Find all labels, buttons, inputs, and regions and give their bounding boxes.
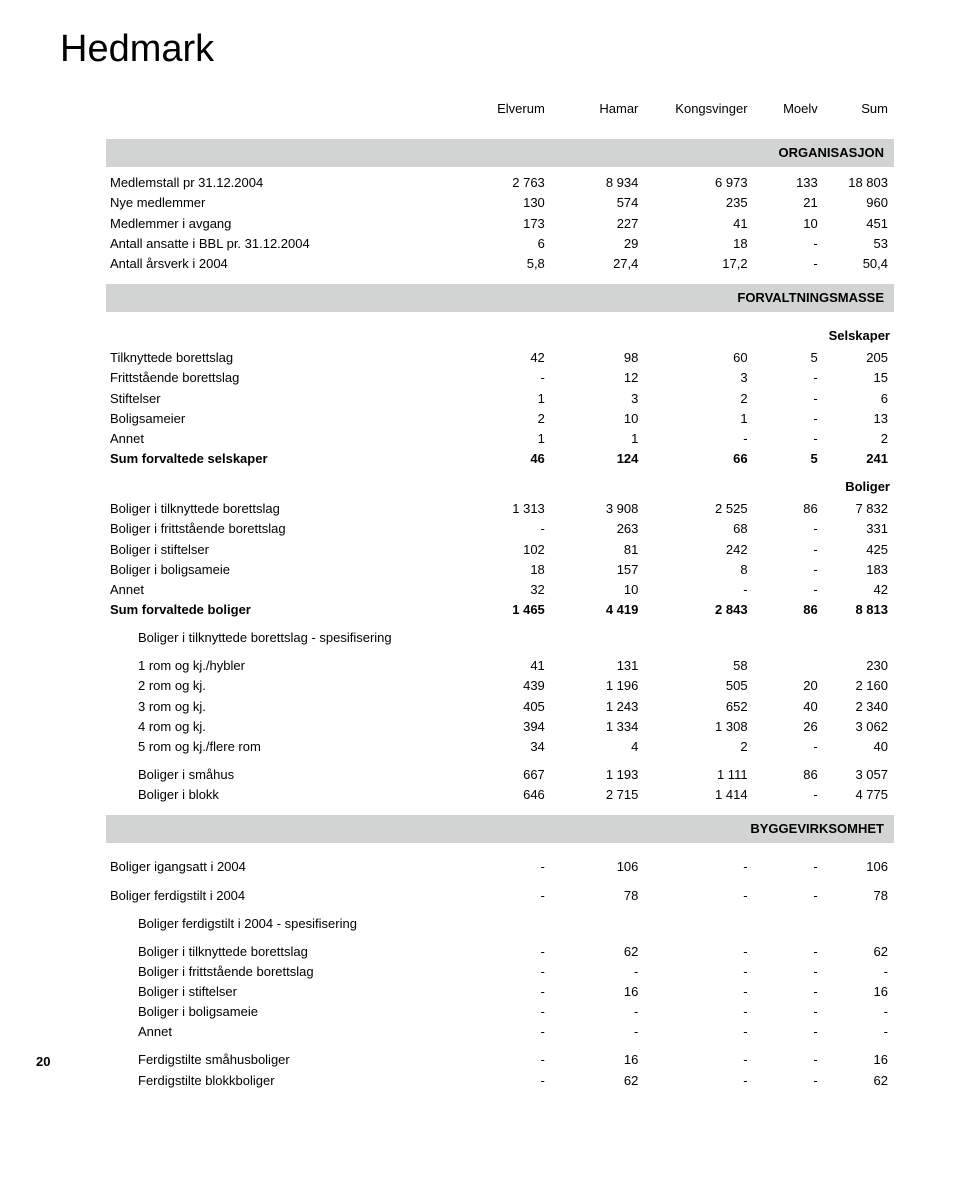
table-row: Boliger i frittstående borettslag-26368-…: [110, 519, 890, 539]
page-title: Hedmark: [60, 28, 890, 71]
table-row-sum: Sum forvaltede boliger1 4654 4192 843868…: [110, 600, 890, 620]
section-byggevirksomhet: BYGGEVIRKSOMHET: [106, 815, 894, 843]
table-row: Boliger i stiftelser-16--16: [110, 982, 890, 1002]
table-row: Antall årsverk i 20045,827,417,2-50,4: [110, 254, 890, 274]
col-moelv: Moelv: [750, 99, 820, 129]
subheading-selskaper: Selskaper: [110, 318, 890, 348]
table-row: Boliger i tilknyttede borettslag-62--62: [110, 942, 890, 962]
subheading-boliger: Boliger: [110, 469, 890, 499]
table-row: Frittstående borettslag-123-15: [110, 368, 890, 388]
section-organisasjon: ORGANISASJON: [106, 139, 894, 167]
col-sum: Sum: [820, 99, 890, 129]
table-row: Medlemmer i avgang1732274110451: [110, 214, 890, 234]
data-table: Elverum Hamar Kongsvinger Moelv Sum ORGA…: [110, 99, 890, 1091]
table-row: Tilknyttede borettslag4298605205: [110, 348, 890, 368]
table-row: Ferdigstilte blokkboliger-62--62: [110, 1071, 890, 1091]
table-row: 3 rom og kj.4051 243652402 340: [110, 697, 890, 717]
table-row: 1 rom og kj./hybler4113158230: [110, 656, 890, 676]
table-row: Annet11--2: [110, 429, 890, 449]
col-elverum: Elverum: [453, 99, 547, 129]
table-row: Annet3210--42: [110, 580, 890, 600]
table-row: Annet-----: [110, 1022, 890, 1042]
table-row: Boliger igangsatt i 2004-106--106: [110, 857, 890, 877]
table-row: Boliger i boligsameie181578-183: [110, 560, 890, 580]
table-row: 5 rom og kj./flere rom3442-40: [110, 737, 890, 757]
page-number: 20: [36, 1054, 50, 1069]
subheading-spes-ferdigstilt: Boliger ferdigstilt i 2004 - spesifiseri…: [110, 914, 890, 934]
table-row: 4 rom og kj.3941 3341 308263 062: [110, 717, 890, 737]
table-row: Stiftelser132-6: [110, 389, 890, 409]
table-row: Nye medlemmer13057423521960: [110, 193, 890, 213]
subheading-spes-tilknyttede: Boliger i tilknyttede borettslag - spesi…: [110, 628, 890, 648]
table-row-sum: Sum forvaltede selskaper46124665241: [110, 449, 890, 469]
table-row: Boliger i stiftelser10281242-425: [110, 540, 890, 560]
table-row: 2 rom og kj.4391 196505202 160: [110, 676, 890, 696]
table-row: Boliger i småhus6671 1931 111863 057: [110, 765, 890, 785]
col-hamar: Hamar: [547, 99, 641, 129]
table-row: Medlemstall pr 31.12.20042 7638 9346 973…: [110, 173, 890, 193]
table-row: Boliger i frittstående borettslag-----: [110, 962, 890, 982]
table-row: Boliger i blokk6462 7151 414-4 775: [110, 785, 890, 805]
col-kongsvinger: Kongsvinger: [640, 99, 749, 129]
table-row: Boliger i boligsameie-----: [110, 1002, 890, 1022]
table-row: Antall ansatte i BBL pr. 31.12.200462918…: [110, 234, 890, 254]
table-row: Boliger ferdigstilt i 2004-78--78: [110, 886, 890, 906]
table-row: Boligsameier2101-13: [110, 409, 890, 429]
column-header-row: Elverum Hamar Kongsvinger Moelv Sum: [110, 99, 890, 129]
table-row: Boliger i tilknyttede borettslag1 3133 9…: [110, 499, 890, 519]
section-forvaltningsmasse: FORVALTNINGSMASSE: [106, 284, 894, 312]
table-row: Ferdigstilte småhusboliger-16--16: [110, 1050, 890, 1070]
